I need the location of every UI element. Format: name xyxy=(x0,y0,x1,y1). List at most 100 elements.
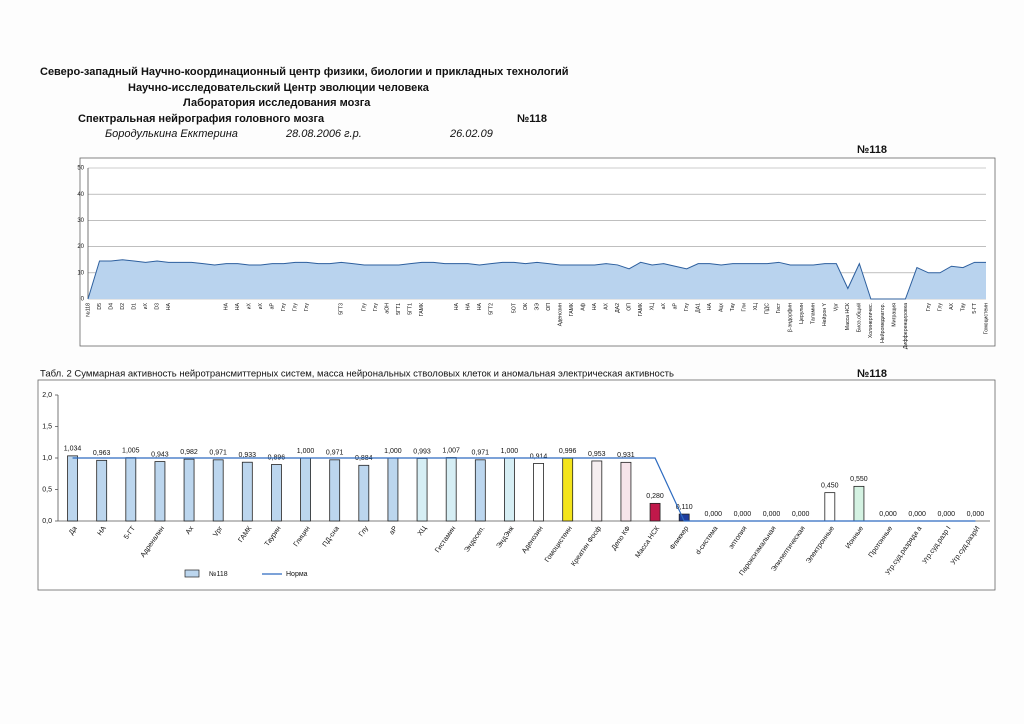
value-label: 0,971 xyxy=(326,450,344,457)
x-tick-label: НА xyxy=(592,302,598,310)
area-line xyxy=(87,259,986,300)
x-tick-label: D4 xyxy=(108,303,114,310)
x-tick-label: НА xyxy=(97,525,109,537)
x-tick-label: Нейрон Y xyxy=(821,302,828,326)
bar xyxy=(96,459,108,522)
legend-label: Норма xyxy=(286,571,308,578)
x-tick-label: АХ xyxy=(949,302,955,309)
bar xyxy=(445,457,457,522)
y-tick-label: 20 xyxy=(77,244,84,250)
x-tick-label: D3 xyxy=(154,303,160,310)
x-tick-label: Да xyxy=(68,525,79,536)
x-tick-label: aP xyxy=(388,525,399,536)
x-tick-label: 5ГТ3 xyxy=(339,303,345,315)
x-tick-label: Глу xyxy=(293,303,299,312)
chart-title: №118 xyxy=(857,144,887,156)
x-tick-label: Дифференцировка xyxy=(903,303,909,349)
bar xyxy=(271,464,282,522)
x-tick-label: Масса НСК xyxy=(845,303,851,330)
x-tick-label: Гли xyxy=(742,303,748,312)
x-tick-label: Vрг xyxy=(834,303,840,311)
x-tick-label: Таламин xyxy=(811,303,817,324)
value-label: 1,000 xyxy=(501,448,519,455)
x-tick-label: Аденозин xyxy=(557,303,563,326)
y-tick-label: 10 xyxy=(77,270,84,276)
x-tick-label: НА xyxy=(465,302,471,310)
value-label: 1,005 xyxy=(122,448,140,455)
x-tick-label: НА xyxy=(235,302,241,310)
x-tick-label: №118 xyxy=(85,303,91,317)
value-label: 0,943 xyxy=(151,451,169,458)
x-tick-label: НА xyxy=(707,302,713,310)
x-tick-label: 5ГТ1 xyxy=(408,303,414,315)
y-tick-label: 2,0 xyxy=(42,392,52,399)
x-tick-label: 5ГТ2 xyxy=(488,303,494,315)
x-tick-label: Глу xyxy=(362,303,368,312)
x-tick-label: ХЦ xyxy=(650,303,656,310)
x-tick-label: 5-ГТ xyxy=(972,302,978,313)
y-tick-label: 40 xyxy=(77,192,84,198)
number: №118 xyxy=(517,113,548,125)
y-tick-label: 30 xyxy=(77,218,84,224)
bar xyxy=(358,464,370,522)
x-tick-label: аОН xyxy=(385,303,391,314)
x-tick-label: аР xyxy=(270,302,276,309)
bar xyxy=(154,461,166,522)
value-label: 0,971 xyxy=(472,450,490,457)
x-tick-label: ДА2 xyxy=(615,303,621,313)
value-label: 0,450 xyxy=(821,482,839,489)
legend-swatch xyxy=(184,569,200,578)
value-label: 0,971 xyxy=(209,450,227,457)
value-label: 0,996 xyxy=(559,448,577,455)
value-label: 0,110 xyxy=(676,504,693,511)
x-tick-label: ХЦ xyxy=(753,303,759,310)
x-tick-label: иХ xyxy=(258,302,264,309)
x-tick-label: Гист xyxy=(776,302,782,313)
y-tick-label: 0,0 xyxy=(42,518,52,525)
bar xyxy=(300,457,311,522)
center: Научно-исследовательский Центр эволюции … xyxy=(128,82,429,94)
value-label: 0,914 xyxy=(530,453,548,460)
bar xyxy=(591,460,603,522)
bar xyxy=(387,457,399,522)
line xyxy=(72,457,976,522)
x-tick-label: Глу xyxy=(684,303,690,312)
x-tick-label: D5 xyxy=(97,303,103,310)
x-tick-label: ОК xyxy=(523,303,529,310)
x-tick-label: Глу xyxy=(304,303,310,312)
x-tick-label: Церулин xyxy=(799,303,805,324)
value-label: 0,931 xyxy=(617,452,635,459)
frame xyxy=(37,379,996,591)
x-tick-label: ОП xyxy=(546,303,552,311)
x-tick-label: Тау xyxy=(730,303,736,312)
legend-label: №118 xyxy=(209,571,228,578)
y-tick-label: 50 xyxy=(77,166,84,172)
value-label: 0,000 xyxy=(763,511,781,518)
y-tick-label: 1,5 xyxy=(42,423,52,430)
date: 26.02.09 xyxy=(450,128,493,140)
x-tick-label: Глу xyxy=(281,303,287,312)
x-tick-label: ГАМК xyxy=(419,303,425,316)
x-tick-label: Глу xyxy=(373,303,379,312)
x-tick-label: β-эндорфин xyxy=(788,303,794,332)
x-tick-label: аР xyxy=(673,302,679,309)
x-tick-label: Миграция xyxy=(891,303,897,327)
bar xyxy=(212,459,224,522)
x-tick-label: ОП xyxy=(626,303,632,311)
bar xyxy=(474,459,486,522)
x-tick-label: Гомоцистеин xyxy=(983,303,989,334)
x-tick-label: НА xyxy=(477,302,483,310)
value-label: 0,953 xyxy=(588,451,606,458)
value-label: 0,280 xyxy=(646,493,664,500)
x-tick-label: Ацх xyxy=(719,303,725,312)
value-label: 0,884 xyxy=(355,455,373,462)
value-label: 0,000 xyxy=(734,511,752,518)
x-tick-label: НА xyxy=(454,302,460,310)
value-label: 0,000 xyxy=(967,511,985,518)
x-tick-label: Тау xyxy=(960,303,966,312)
x-tick-label: ПДС xyxy=(765,303,771,314)
bar xyxy=(562,457,574,522)
bar xyxy=(620,461,632,522)
x-tick-label: Биоэ.общий xyxy=(856,303,863,332)
